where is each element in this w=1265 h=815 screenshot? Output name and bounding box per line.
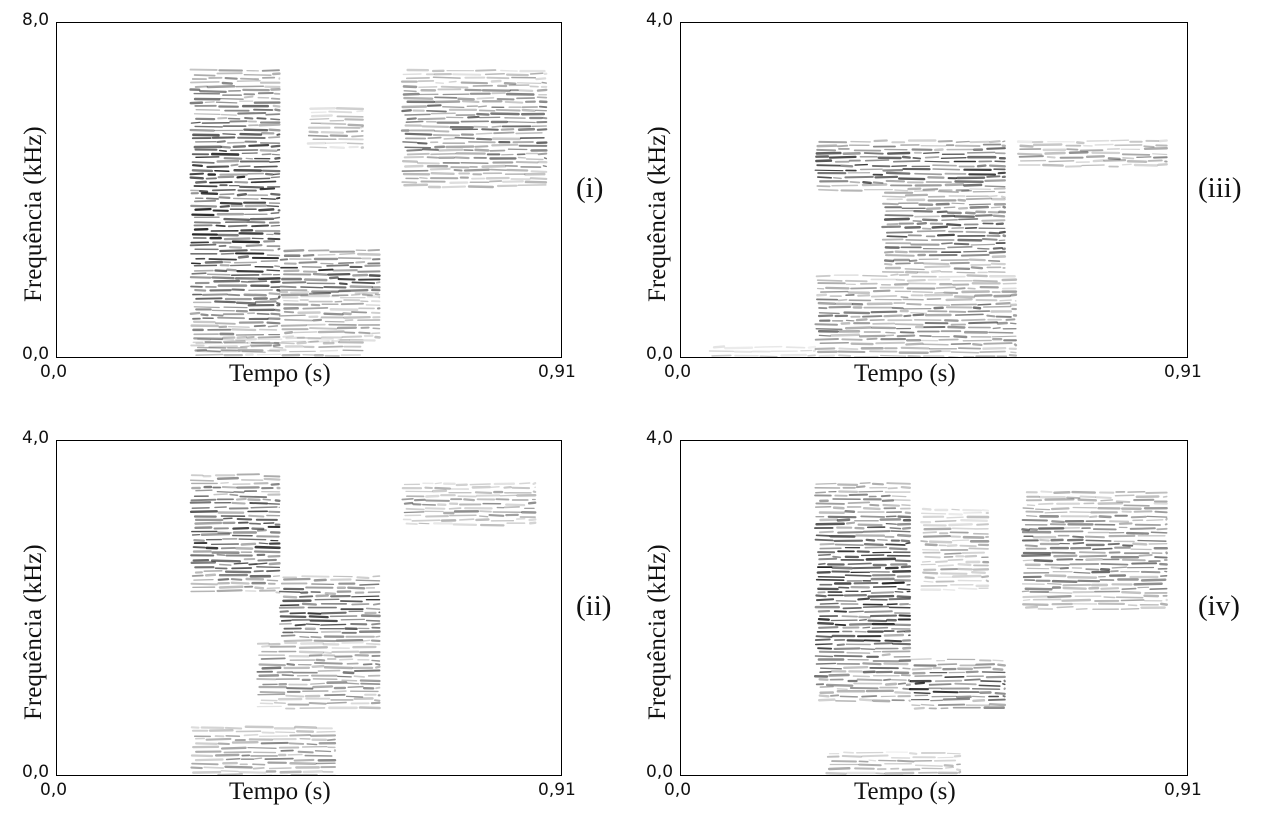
- energy-region: [189, 473, 281, 594]
- plot-area: [56, 440, 562, 776]
- x-axis-label: Tempo (s): [854, 360, 956, 387]
- plot-area: [56, 22, 562, 358]
- x-tick-min: 0,0: [40, 362, 68, 382]
- spectrogram-image: [189, 473, 537, 775]
- energy-region: [400, 68, 548, 189]
- energy-region: [814, 139, 1006, 192]
- plot-area: [680, 22, 1188, 358]
- energy-region: [256, 641, 381, 710]
- y-tick-min: 0,0: [22, 344, 50, 364]
- panel-label: (iii): [1198, 172, 1242, 204]
- plot-area: [680, 440, 1188, 776]
- x-tick-max: 0,91: [1164, 780, 1202, 800]
- energy-region: [920, 507, 990, 591]
- energy-region: [908, 658, 1007, 710]
- energy-region: [1016, 139, 1168, 168]
- energy-region: [813, 482, 912, 703]
- energy-region: [814, 273, 1018, 357]
- y-axis-label: Frequência (kHz): [644, 544, 671, 720]
- y-tick-min: 0,0: [646, 762, 674, 782]
- spectrogram-image: [708, 139, 1168, 357]
- energy-region: [401, 482, 537, 527]
- energy-region: [708, 345, 817, 357]
- x-axis-label: Tempo (s): [854, 778, 956, 805]
- y-tick-min: 0,0: [646, 344, 674, 364]
- energy-region: [1021, 490, 1168, 610]
- spectrogram-image: [813, 482, 1168, 775]
- x-tick-max: 0,91: [538, 780, 576, 800]
- y-tick-min: 0,0: [22, 762, 50, 782]
- x-tick-max: 0,91: [538, 362, 576, 382]
- spectrogram-image: [189, 68, 548, 357]
- energy-region: [195, 336, 364, 357]
- x-axis-label: Tempo (s): [229, 360, 331, 387]
- energy-region: [190, 725, 337, 775]
- panel-label: (iv): [1198, 590, 1240, 622]
- y-tick-max: 8,0: [22, 10, 50, 30]
- y-tick-max: 4,0: [646, 428, 674, 448]
- x-tick-max: 0,91: [1164, 362, 1202, 382]
- y-axis-label: Frequência (kHz): [644, 126, 671, 302]
- panel-label: (ii): [576, 590, 612, 622]
- y-tick-max: 4,0: [646, 10, 674, 30]
- x-axis-label: Tempo (s): [229, 778, 331, 805]
- y-axis-label: Frequência (kHz): [20, 544, 47, 720]
- x-tick-min: 0,0: [664, 780, 692, 800]
- energy-region: [278, 290, 381, 343]
- energy-region: [881, 189, 1007, 274]
- y-tick-max: 4,0: [22, 428, 50, 448]
- x-tick-min: 0,0: [40, 780, 68, 800]
- energy-region: [189, 68, 281, 353]
- y-axis-label: Frequência (kHz): [20, 126, 47, 302]
- energy-region: [278, 575, 381, 643]
- panel-label: (i): [576, 172, 604, 204]
- energy-region: [306, 106, 365, 149]
- energy-region: [279, 248, 381, 297]
- energy-region: [825, 751, 962, 775]
- x-tick-min: 0,0: [664, 362, 692, 382]
